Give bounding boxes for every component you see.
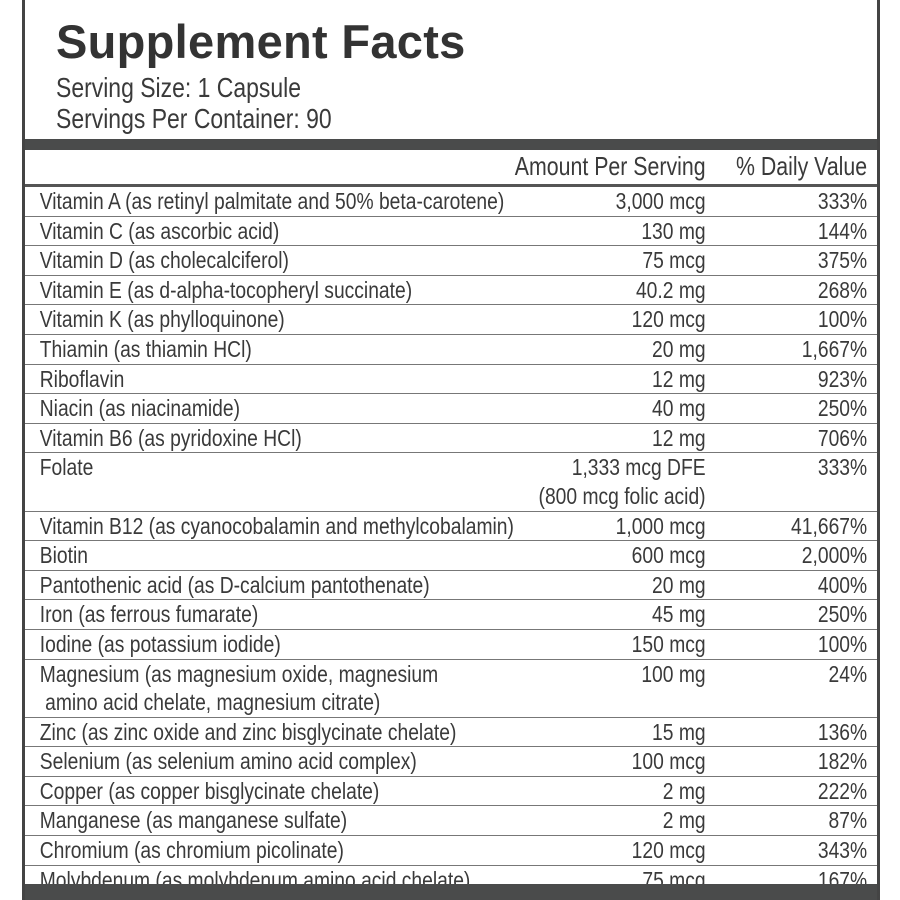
bottom-divider-bar [25,884,877,900]
nutrient-name: Vitamin K (as phylloquinone) [39,306,285,333]
nutrient-amount: 40.2 mg [635,276,706,303]
panel-title: Supplement Facts [56,15,466,68]
nutrient-amount: 130 mg [641,217,706,244]
nutrient-row: Vitamin B12 (as cyanocobalamin and methy… [25,512,877,542]
nutrient-name: Vitamin E (as d-alpha-tocopheryl succina… [39,276,413,303]
nutrient-row: Vitamin D (as cholecalciferol) 75 mcg 375% [25,246,877,276]
nutrient-row: Zinc (as zinc oxide and zinc bisglycinat… [25,718,877,748]
nutrient-name: Manganese (as manganese sulfate) [39,807,348,834]
nutrient-daily-value: 706% [817,424,868,451]
nutrient-name: Vitamin B12 (as cyanocobalamin and methy… [39,512,514,539]
nutrient-name: Magnesium (as magnesium oxide, magnesium [39,660,439,687]
nutrient-amount: 150 mcg [631,630,706,657]
nutrient-daily-value: 100% [817,630,868,657]
nutrient-daily-value: 182% [817,748,868,775]
nutrient-row: Vitamin A (as retinyl palmitate and 50% … [25,187,877,217]
nutrient-name: Thiamin (as thiamin HCl) [39,335,252,362]
nutrient-daily-value: 375% [817,247,868,274]
nutrient-name: Vitamin D (as cholecalciferol) [39,247,289,274]
servings-per-container: Servings Per Container: 90 [56,103,332,134]
nutrient-daily-value: 400% [817,571,868,598]
nutrient-name: Biotin [39,542,88,569]
nutrient-amount: 2 mg [662,777,706,804]
nutrient-amount: 3,000 mcg [615,188,706,214]
nutrient-table: Amount Per Serving % Daily Value Vitamin… [25,150,877,896]
nutrient-daily-value: 268% [817,276,868,303]
nutrient-amount: 1,333 mcg DFE [571,454,706,481]
nutrient-daily-value: 24% [828,660,868,687]
nutrient-row: Folate 1,333 mcg DFE (800 mcg folic acid) 3… [25,453,877,512]
nutrient-row: Biotin 600 mcg 2,000% [25,541,877,571]
nutrient-row: Thiamin (as thiamin HCl) 20 mg 1,667% [25,335,877,365]
nutrient-amount: 75 mcg [642,247,706,274]
nutrient-name: Selenium (as selenium amino acid complex… [39,748,417,775]
nutrient-row: Vitamin K (as phylloquinone) 120 mcg 100% [25,305,877,335]
nutrient-name: Vitamin C (as ascorbic acid) [39,217,280,244]
nutrient-name: Riboflavin [39,365,125,392]
nutrient-daily-value: 343% [817,837,868,864]
nutrient-name: Zinc (as zinc oxide and zinc bisglycinat… [39,718,457,745]
nutrient-row: Copper (as copper bisglycinate chelate) 2… [25,777,877,807]
nutrient-row: Iron (as ferrous fumarate) 45 mg 250% [25,600,877,630]
nutrient-name: Vitamin B6 (as pyridoxine HCl) [39,424,302,451]
table-header: Amount Per Serving % Daily Value [25,150,877,187]
nutrient-name: Pantothenic acid (as D-calcium pantothen… [39,571,430,598]
nutrient-name: Folate [39,454,94,481]
nutrient-row: Vitamin B6 (as pyridoxine HCl) 12 mg 706% [25,424,877,454]
nutrient-daily-value: 250% [817,601,868,628]
top-divider-bar [25,139,877,150]
nutrient-amount: 120 mcg [631,306,706,333]
nutrient-name: amino acid chelate, magnesium citrate) [39,689,381,716]
nutrient-amount: 12 mg [652,365,706,392]
nutrient-name: Iodine (as potassium iodide) [39,630,281,657]
nutrient-row: Selenium (as selenium amino acid complex… [25,747,877,777]
nutrient-daily-value: 222% [817,777,868,804]
nutrient-amount: 12 mg [652,424,706,451]
nutrient-name: Niacin (as niacinamide) [39,395,241,422]
header-daily-value: % Daily Value [735,151,868,181]
nutrient-amount: 45 mg [652,601,706,628]
nutrient-daily-value: 1,667% [801,335,868,362]
header-amount: Amount Per Serving [514,151,706,181]
nutrient-row: Magnesium (as magnesium oxide, magnesium… [25,660,877,718]
nutrient-row: Niacin (as niacinamide) 40 mg 250% [25,394,877,424]
supplement-facts-panel: Supplement Facts Serving Size: 1 Capsule… [22,0,880,900]
nutrient-row: Riboflavin 12 mg 923% [25,365,877,395]
nutrient-daily-value: 923% [817,365,868,392]
nutrient-daily-value: 41,667% [791,512,868,539]
nutrient-daily-value: 333% [817,188,868,214]
nutrient-amount: 15 mg [652,718,706,745]
nutrient-daily-value: 87% [828,807,868,834]
nutrient-row: Vitamin C (as ascorbic acid) 130 mg 144% [25,217,877,247]
nutrient-amount: 100 mcg [631,748,706,775]
nutrient-row: Iodine (as potassium iodide) 150 mcg 100% [25,630,877,660]
nutrient-amount: 100 mg [641,660,706,687]
nutrient-row: Pantothenic acid (as D-calcium pantothen… [25,571,877,601]
nutrient-row: Chromium (as chromium picolinate) 120 mcg… [25,836,877,866]
nutrient-amount: 2 mg [662,807,706,834]
nutrient-amount: 40 mg [652,395,706,422]
nutrient-daily-value: 333% [817,454,868,481]
nutrient-daily-value: 100% [817,306,868,333]
nutrient-name: Vitamin A (as retinyl palmitate and 50% … [39,188,505,214]
nutrient-row: Vitamin E (as d-alpha-tocopheryl succina… [25,276,877,306]
nutrient-name: Copper (as copper bisglycinate chelate) [39,777,380,804]
serving-size: Serving Size: 1 Capsule [56,72,302,103]
nutrient-name: Iron (as ferrous fumarate) [39,601,259,628]
nutrient-daily-value: 2,000% [801,542,868,569]
nutrient-daily-value: 144% [817,217,868,244]
nutrient-daily-value: 136% [817,718,868,745]
nutrient-row: Manganese (as manganese sulfate) 2 mg 87% [25,806,877,837]
nutrient-amount: 1,000 mcg [615,512,706,539]
nutrient-amount: 20 mg [652,571,706,598]
nutrient-amount: (800 mcg folic acid) [538,482,706,509]
nutrient-daily-value: 250% [817,395,868,422]
nutrient-amount: 600 mcg [631,542,706,569]
nutrient-amount: 120 mcg [631,837,706,864]
nutrient-amount: 20 mg [652,335,706,362]
nutrient-name: Chromium (as chromium picolinate) [39,837,344,864]
